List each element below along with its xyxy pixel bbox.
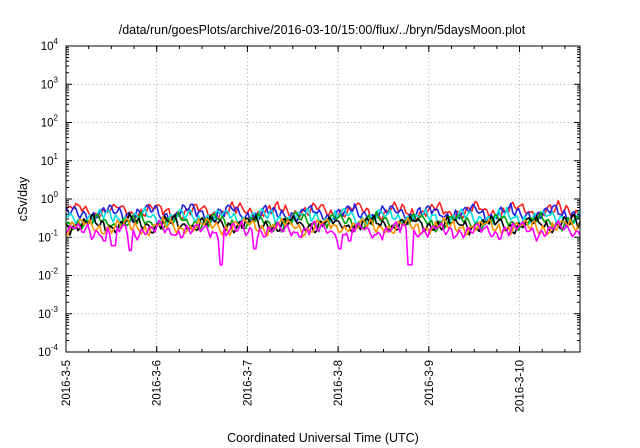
y-tick-label: 100: [41, 190, 59, 206]
y-tick-label: 103: [41, 75, 59, 91]
y-tick-label: 104: [41, 37, 59, 53]
x-tick-label: 2016-3-7: [242, 360, 254, 406]
series-line-1: [65, 200, 581, 222]
y-tick-label: 10-4: [38, 343, 58, 359]
y-tick-label: 102: [41, 114, 59, 130]
y-tick-labels: 104 103 102 101 100 10-1 10-2 10-3 10-4: [38, 37, 58, 359]
x-tick-label: 2016-3-8: [333, 360, 345, 406]
series-line-7: [65, 219, 581, 266]
y-tick-label: 10-2: [38, 267, 58, 283]
x-tick-label: 2016-3-6: [152, 360, 164, 406]
y-tick-label: 101: [41, 152, 59, 168]
y-axis-label: cSv/day: [16, 176, 30, 221]
x-axis-label: Coordinated Universal Time (UTC): [227, 431, 419, 445]
chart-title: /data/run/goesPlots/archive/2016-03-10/1…: [119, 23, 526, 37]
x-tick-label: 2016-3-9: [424, 360, 436, 406]
x-tick-label: 2016-3-10: [515, 360, 527, 412]
x-tick-labels: 2016-3-5 2016-3-6 2016-3-7 2016-3-8 2016-3-9…: [61, 360, 527, 412]
y-tick-label: 10-3: [38, 305, 58, 321]
series-line-5: [65, 212, 581, 236]
y-tick-label: 10-1: [38, 228, 58, 244]
axis-ticks: [65, 45, 580, 353]
series-layer: [65, 200, 581, 266]
grid-lines: [66, 46, 580, 352]
x-tick-label: 2016-3-5: [61, 360, 73, 406]
